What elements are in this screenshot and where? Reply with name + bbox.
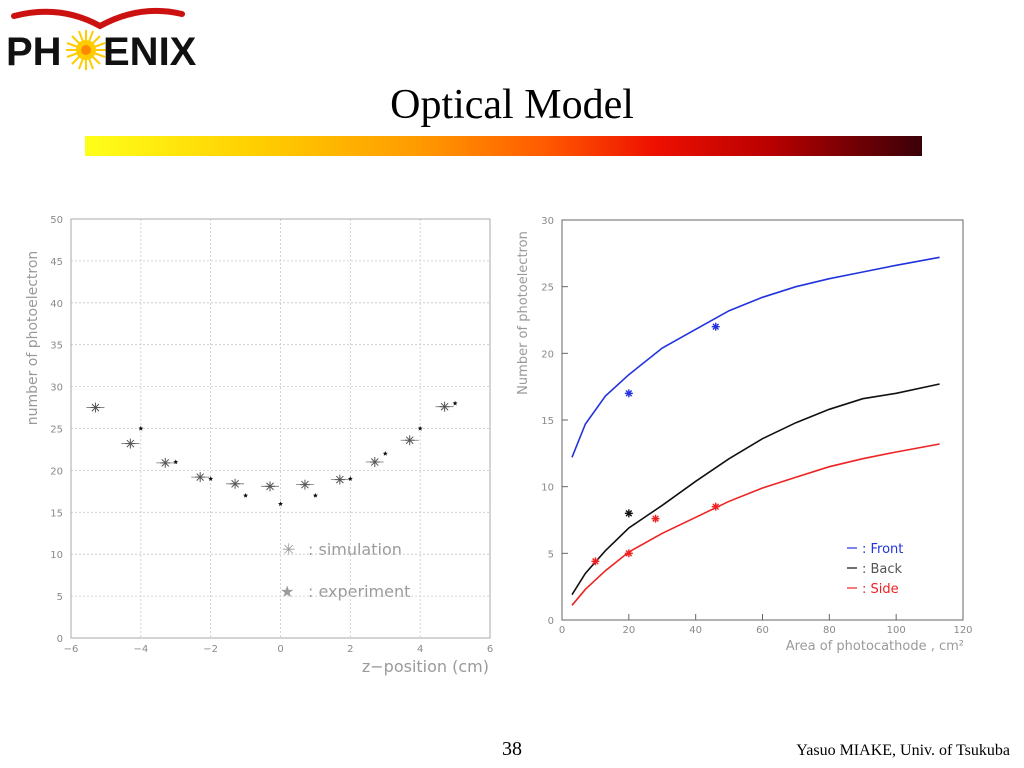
y-tick-label: 25 — [50, 425, 63, 436]
data-point-front — [624, 389, 633, 398]
y-tick-label: 30 — [541, 216, 554, 227]
slide-title: Optical Model — [390, 82, 634, 128]
x-tick-label: 20 — [622, 625, 635, 636]
simulation-point — [125, 438, 136, 449]
series-line-back — [571, 383, 940, 596]
x-tick-label: 80 — [823, 625, 836, 636]
simulation-point — [439, 401, 450, 412]
data-point-side — [624, 549, 633, 558]
y-tick-label: 40 — [50, 299, 63, 310]
simulation-point — [334, 474, 345, 485]
experiment-point — [278, 501, 283, 507]
data-point-side — [591, 557, 600, 566]
page-number: 38 — [502, 738, 522, 760]
experiment-point — [138, 425, 144, 431]
data-point-side — [711, 502, 720, 511]
simulation-point — [90, 402, 101, 413]
y-tick-label: 5 — [57, 592, 63, 603]
y-tick-label: 50 — [50, 215, 63, 226]
x-tick-label: 6 — [487, 644, 493, 655]
data-point-side — [651, 514, 660, 523]
x-tick-label: 100 — [887, 625, 906, 636]
x-axis-label: z−position (cm) — [362, 657, 489, 676]
y-tick-label: 20 — [50, 466, 63, 477]
x-axis-label: Area of photocathode , cm² — [786, 639, 964, 654]
simulation-point — [299, 479, 310, 490]
logo-text-left: PH — [6, 30, 62, 74]
x-tick-label: 40 — [689, 625, 702, 636]
experiment-point — [417, 425, 423, 431]
gradient-divider — [85, 136, 922, 156]
x-tick-label: 120 — [953, 625, 972, 636]
y-tick-label: 15 — [541, 416, 554, 427]
y-tick-label: 5 — [548, 549, 554, 560]
x-tick-label: −2 — [203, 644, 218, 655]
simulation-point — [195, 472, 206, 483]
y-tick-label: 0 — [548, 616, 554, 627]
experiment-point — [208, 476, 214, 481]
x-tick-label: 0 — [559, 625, 565, 636]
legend-back: : Back — [862, 562, 903, 577]
experiment-point — [173, 459, 179, 465]
chart-legend: : Front : Back : Side — [847, 542, 903, 597]
logo-text-right: ENIX — [103, 30, 197, 74]
experiment-point — [243, 492, 249, 498]
sunburst-icon — [66, 30, 106, 70]
simulation-point — [160, 457, 171, 468]
legend-front: : Front — [862, 542, 903, 557]
data-point-back — [624, 509, 633, 518]
y-tick-label: 30 — [50, 383, 63, 394]
y-tick-label: 10 — [541, 483, 554, 494]
x-tick-label: −4 — [133, 644, 148, 655]
y-tick-label: 35 — [50, 341, 63, 352]
y-tick-label: 15 — [50, 508, 63, 519]
y-tick-label: 20 — [541, 349, 554, 360]
experiment-point — [452, 400, 458, 406]
legend-side: : Side — [862, 582, 899, 597]
series-line-front — [571, 256, 940, 458]
y-axis-label: Number of photoelectron — [516, 231, 531, 395]
x-tick-label: 60 — [756, 625, 769, 636]
x-tick-label: 0 — [277, 644, 283, 655]
x-tick-label: 2 — [347, 644, 353, 655]
y-tick-label: 0 — [57, 634, 63, 645]
plot-frame — [561, 219, 964, 621]
y-tick-label: 10 — [50, 550, 63, 561]
phenix-logo: PH ENIX — [0, 0, 215, 78]
plot-frame — [70, 218, 491, 639]
simulation-point — [404, 435, 415, 446]
x-tick-label: −6 — [64, 644, 79, 655]
x-tick-label: 4 — [417, 644, 423, 655]
experiment-point — [382, 451, 388, 456]
y-tick-label: 25 — [541, 283, 554, 294]
experiment-point — [347, 476, 353, 481]
simulation-point — [230, 478, 241, 489]
experiment-point — [312, 492, 318, 498]
credit-text: Yasuo MIAKE, Univ. of Tsukuba — [796, 742, 1010, 759]
data-point-front — [711, 322, 720, 331]
series-line-side — [571, 443, 940, 606]
simulation-point — [369, 457, 380, 468]
y-axis-label: number of photoelectron — [25, 251, 41, 426]
y-tick-label: 45 — [50, 257, 63, 268]
simulation-point — [265, 481, 276, 492]
